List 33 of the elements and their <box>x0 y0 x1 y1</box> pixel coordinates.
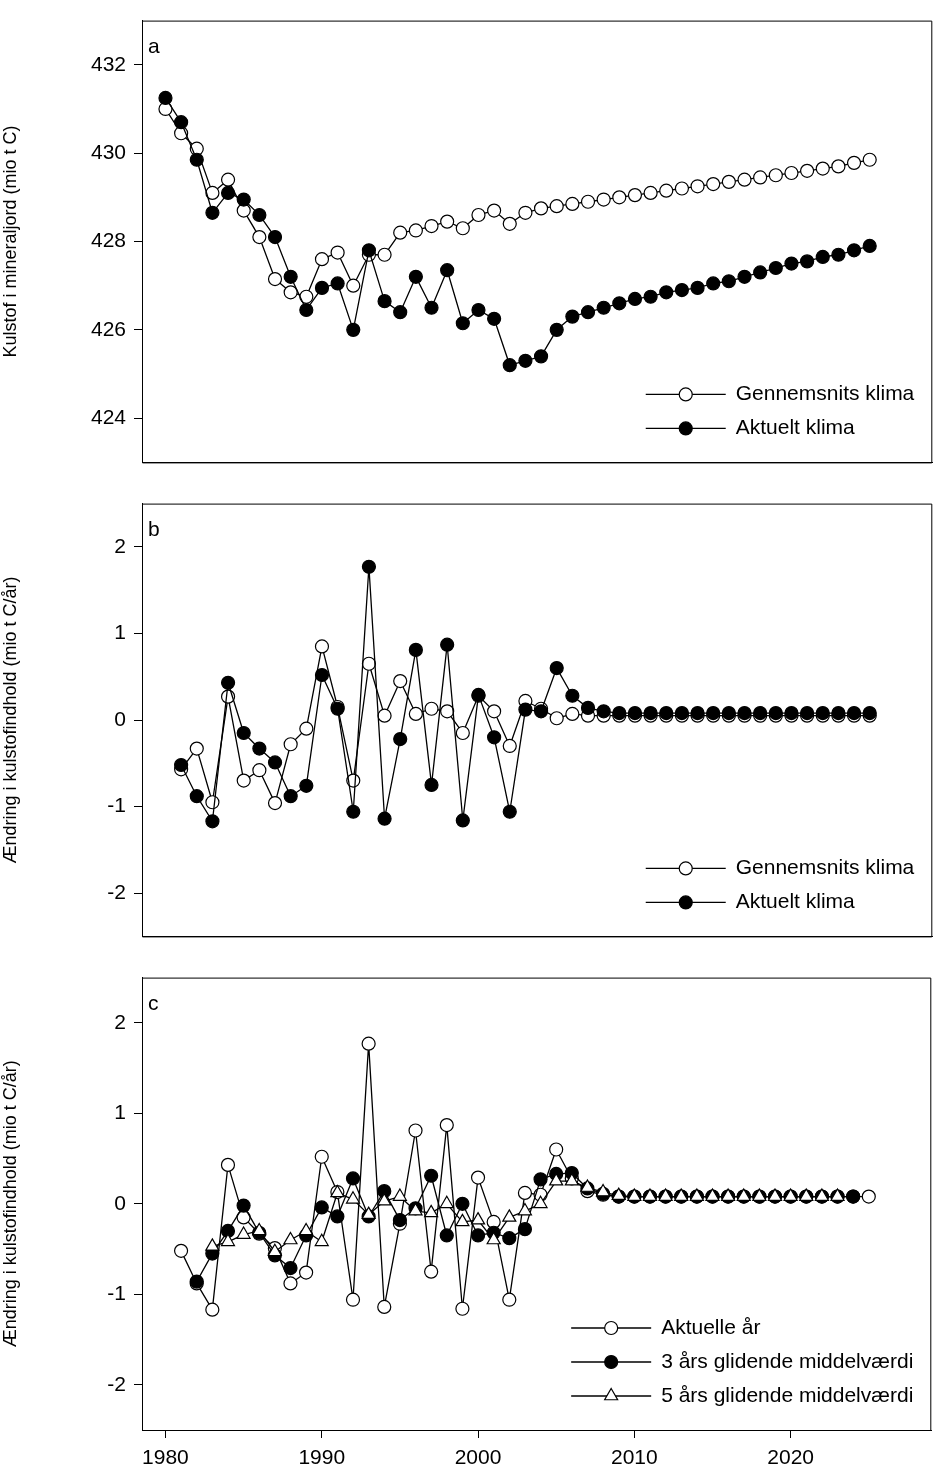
y-axis-title: Kulstof i mineraljord (mio t C) <box>0 125 20 358</box>
y-tick-label: 426 <box>90 316 126 340</box>
text: a <box>148 33 160 57</box>
legend-label: Aktuelt klima <box>735 415 856 439</box>
x-tick-label: 2000 <box>454 1445 502 1469</box>
y-tick-label: -1 <box>107 793 126 817</box>
y-tick-label: -2 <box>107 879 126 903</box>
legend-label: Gennemsnits klima <box>735 855 915 879</box>
legend-label: Aktuelle år <box>661 1314 761 1338</box>
y-tick-label: 1 <box>114 620 126 644</box>
y-tick-label: 424 <box>90 405 127 429</box>
y-tick-label: 0 <box>114 706 126 730</box>
legend-label: 3 års glidende middelværdi <box>661 1348 914 1372</box>
y-axis-title: Ændring i kulstofindhold (mio t C/år) <box>0 1060 20 1348</box>
y-axis-title: Ændring i kulstofindhold (mio t C/år) <box>0 576 20 864</box>
x-tick-label: 1990 <box>298 1445 346 1469</box>
x-tick-label: 2020 <box>767 1445 814 1469</box>
legend-label: Gennemsnits klima <box>735 381 915 405</box>
legend-label: Aktuelt klima <box>735 889 856 913</box>
y-tick-label: -1 <box>107 1281 126 1305</box>
y-tick-label: 2 <box>114 533 126 557</box>
y-tick-label: 1 <box>114 1100 126 1124</box>
text: c <box>148 990 159 1014</box>
legend-label: 5 års glidende middelværdi <box>661 1382 914 1406</box>
y-tick-label: 0 <box>114 1190 126 1214</box>
y-tick-label: 2 <box>114 1009 126 1033</box>
text: b <box>148 516 160 540</box>
y-tick-label: 432 <box>90 51 126 75</box>
y-tick-label: 428 <box>90 228 126 252</box>
y-tick-label: 430 <box>90 139 126 163</box>
x-tick-label: 1980 <box>142 1445 189 1469</box>
y-tick-label: -2 <box>107 1371 126 1395</box>
x-tick-label: 2010 <box>610 1445 658 1469</box>
